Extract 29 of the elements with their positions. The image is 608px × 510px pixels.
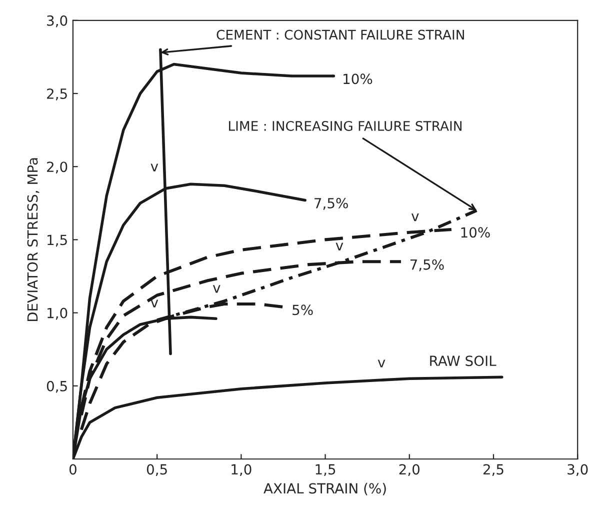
- annotation: v: [411, 214, 419, 222]
- series-label: 7,5%: [410, 259, 444, 272]
- annotation: v: [378, 360, 386, 368]
- y-tick-label: 3,0: [47, 15, 68, 28]
- x-tick-label: 0,5: [146, 464, 167, 476]
- y-tick-label: 0,5: [46, 380, 67, 393]
- series-label: 10%: [344, 74, 372, 84]
- x-axis-title: AXIAL STRAIN (%): [264, 482, 386, 496]
- y-axis-title: DEVIATOR STRESS, MPa: [27, 158, 40, 322]
- annotation: CEMENT : CONSTANT FAILURE STRAIN: [216, 30, 464, 40]
- annotation: v: [336, 242, 344, 250]
- x-tick-label: 0: [69, 464, 76, 475]
- annotation: v: [150, 164, 158, 172]
- annotation: v: [212, 285, 220, 293]
- x-tick-label: 1,5: [316, 464, 336, 476]
- x-tick-label: 3,0: [568, 464, 588, 476]
- y-tick-label: 1,0: [48, 308, 68, 320]
- x-tick-label: 2,5: [483, 464, 504, 476]
- y-tick-label: 2,0: [47, 162, 68, 174]
- series-label: 5%: [292, 304, 313, 316]
- series-label: 7,5%: [314, 198, 348, 210]
- series-label: 10%: [461, 227, 490, 238]
- x-tick-label: 1,0: [232, 464, 252, 476]
- annotation: LIME : INCREASING FAILURE STRAIN: [229, 120, 462, 131]
- annotation: v: [150, 300, 158, 308]
- y-tick-label: 2,5: [47, 88, 67, 100]
- y-tick-label: 1,5: [48, 234, 67, 247]
- series-label: RAW SOIL: [430, 356, 496, 366]
- x-tick-label: 2,0: [399, 464, 420, 476]
